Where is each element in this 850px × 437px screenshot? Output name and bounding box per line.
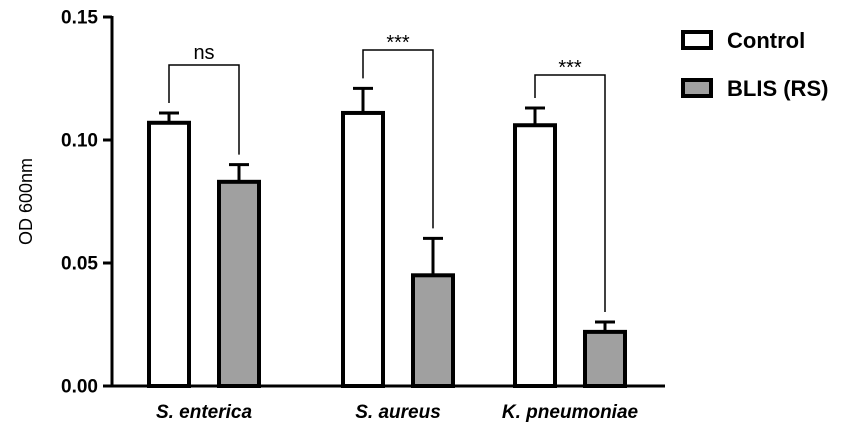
axes: 0.00 0.05 0.10 0.15 OD 600nm S. enterica S. au… (16, 8, 665, 423)
y-axis-title: OD 600nm (16, 158, 36, 245)
y-tick-label: 0.15 (61, 8, 98, 29)
bar-blis (411, 273, 455, 388)
legend-swatch-blis (681, 78, 713, 98)
significance-brackets: ns *** *** (168, 32, 606, 313)
x-tick-label: S. enterica (156, 402, 253, 423)
bars (147, 86, 627, 389)
significance-bracket (362, 49, 434, 229)
significance-label: ns (193, 42, 214, 64)
legend-label: BLIS (RS) (727, 76, 828, 101)
x-tick-label: S. aureus (355, 402, 441, 423)
bar-blis (217, 179, 261, 388)
y-tick-label: 0.10 (61, 131, 98, 152)
bar-control (341, 110, 385, 388)
bar-control (147, 120, 191, 388)
significance-label: *** (386, 32, 410, 54)
y-tick-label: 0.00 (61, 377, 98, 398)
bar-blis (583, 329, 627, 389)
legend: Control BLIS (RS) (681, 28, 828, 101)
legend-label: Control (727, 28, 805, 53)
y-tick-label: 0.05 (61, 254, 98, 275)
significance-label: *** (558, 57, 582, 79)
significance-bracket (168, 64, 240, 155)
significance-bracket (534, 74, 606, 313)
x-tick-label: K. pneumoniae (502, 402, 639, 423)
legend-swatch-control (681, 30, 713, 50)
bar-control (513, 123, 557, 389)
